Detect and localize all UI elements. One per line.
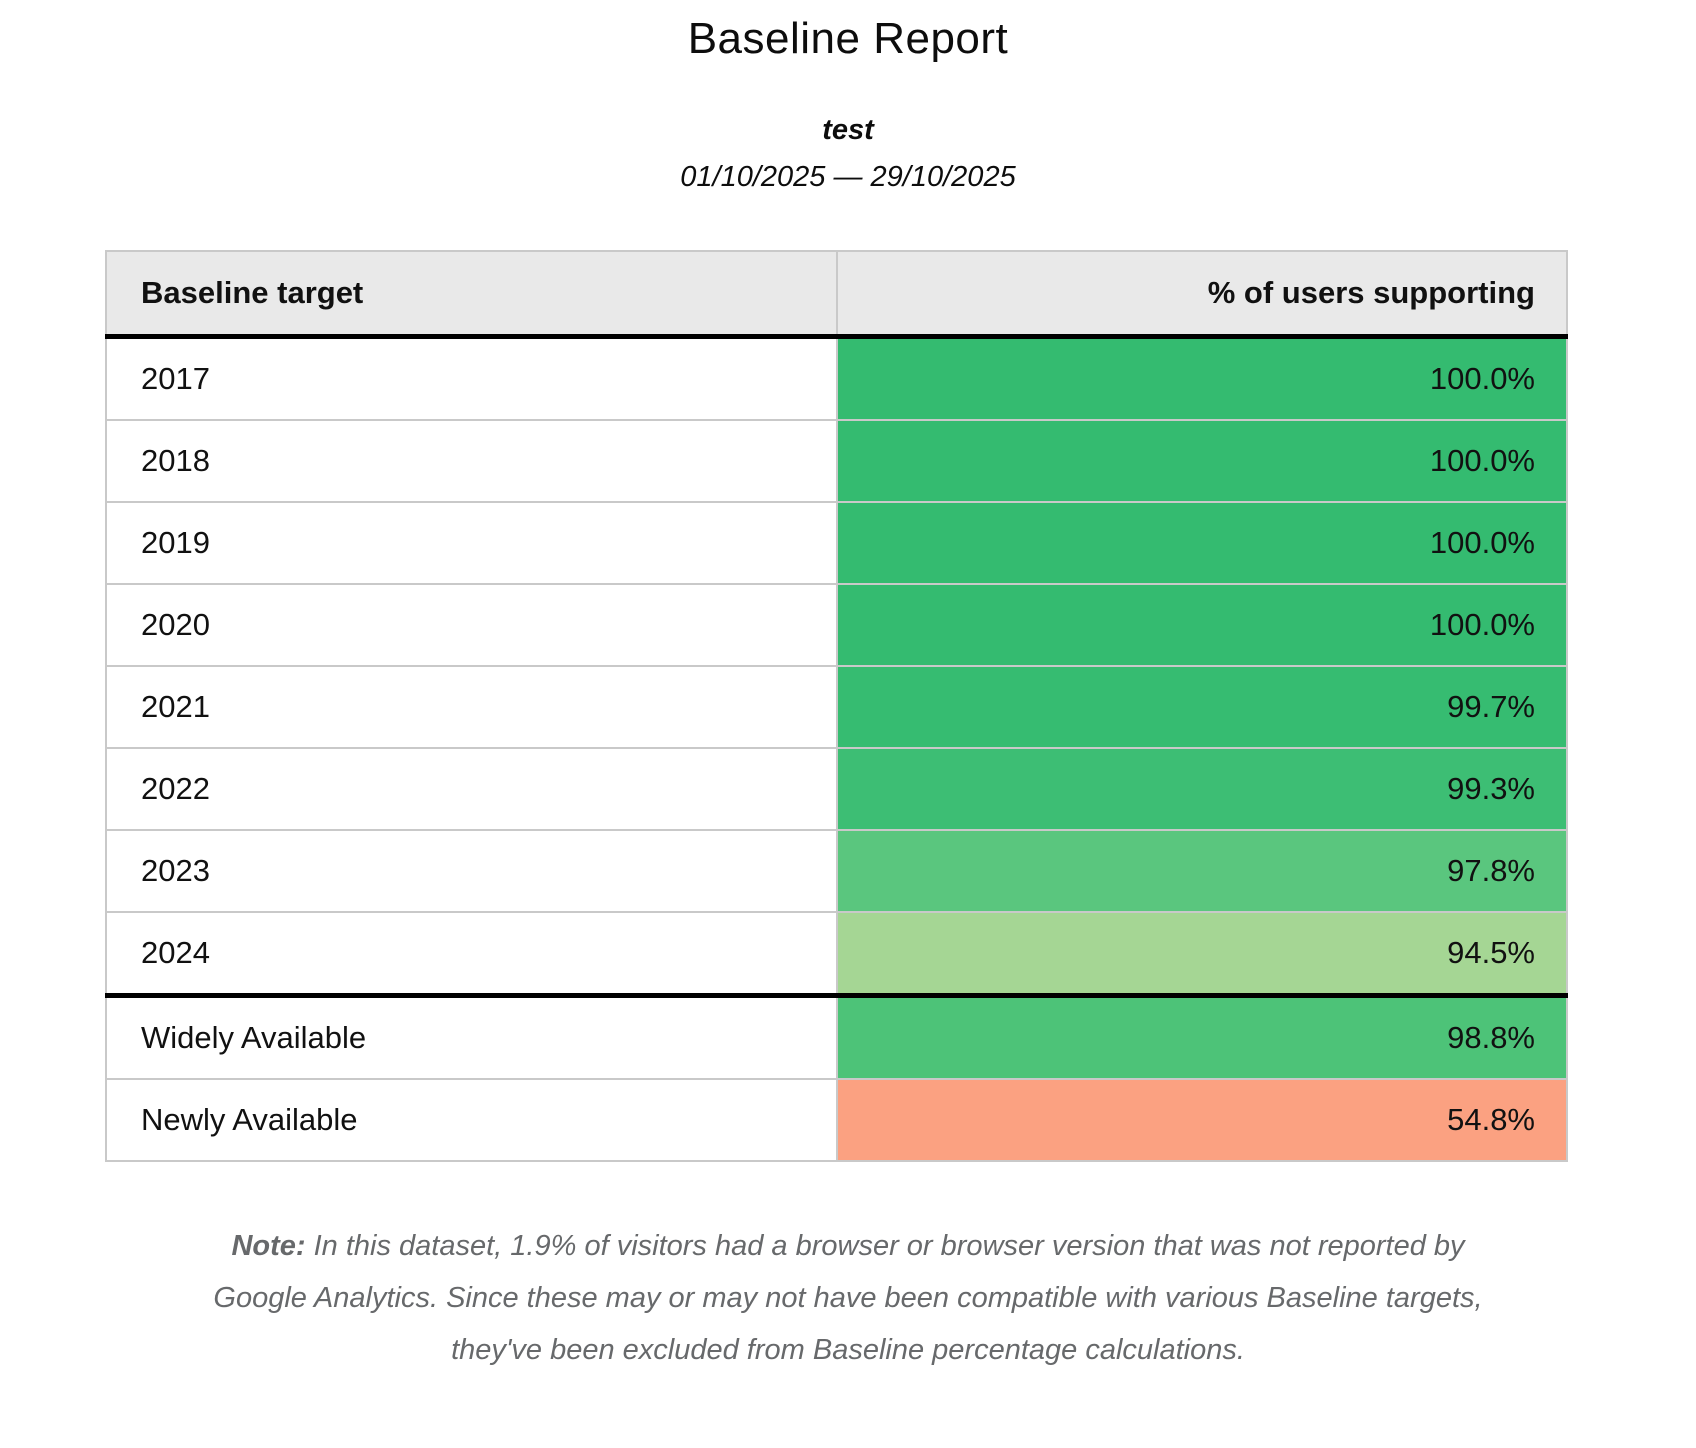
column-header-percent-supporting: % of users supporting <box>835 250 1568 339</box>
baseline-table: Baseline target % of users supporting 20… <box>105 250 1568 1162</box>
baseline-target-cell: 2017 <box>105 335 838 421</box>
percent-supporting-cell: 99.3% <box>835 747 1568 831</box>
note-label: Note: <box>231 1230 306 1262</box>
note-text: In this dataset, 1.9% of visitors had a … <box>213 1230 1483 1366</box>
baseline-target-cell: 2024 <box>105 911 838 997</box>
table-row: 2021 99.7% <box>105 665 1568 749</box>
table-row: Widely Available 98.8% <box>105 993 1568 1080</box>
column-header-baseline-target: Baseline target <box>105 250 838 339</box>
table-row: 2024 94.5% <box>105 911 1568 997</box>
baseline-target-cell: 2018 <box>105 419 838 503</box>
percent-supporting-cell: 100.0% <box>835 335 1568 421</box>
baseline-target-cell: 2019 <box>105 501 838 585</box>
baseline-target-cell: 2020 <box>105 583 838 667</box>
percent-supporting-cell: 97.8% <box>835 829 1568 913</box>
table-body: 2017 100.0% 2018 100.0% 2019 100.0% 2020… <box>105 335 1568 1162</box>
table-row: 2023 97.8% <box>105 829 1568 913</box>
baseline-target-cell: Widely Available <box>105 993 838 1080</box>
table-row: 2017 100.0% <box>105 335 1568 421</box>
baseline-target-cell: 2023 <box>105 829 838 913</box>
baseline-target-cell: Newly Available <box>105 1078 838 1162</box>
percent-supporting-cell: 98.8% <box>835 993 1568 1080</box>
report-date-range: 01/10/2025 — 29/10/2025 <box>680 161 1016 193</box>
table-header: Baseline target % of users supporting <box>105 250 1568 339</box>
percent-supporting-cell: 100.0% <box>835 419 1568 503</box>
percent-supporting-cell: 100.0% <box>835 583 1568 667</box>
table-header-row: Baseline target % of users supporting <box>105 250 1568 339</box>
baseline-target-cell: 2021 <box>105 665 838 749</box>
table-row: 2020 100.0% <box>105 583 1568 667</box>
table-row: 2019 100.0% <box>105 501 1568 585</box>
percent-supporting-cell: 99.7% <box>835 665 1568 749</box>
percent-supporting-cell: 100.0% <box>835 501 1568 585</box>
report-title: Baseline Report <box>687 14 1009 63</box>
report-subtitle: test <box>822 114 874 146</box>
percent-supporting-cell: 94.5% <box>835 911 1568 997</box>
table-row: 2018 100.0% <box>105 419 1568 503</box>
report-note: Note: In this dataset, 1.9% of visitors … <box>208 1220 1488 1376</box>
percent-supporting-cell: 54.8% <box>835 1078 1568 1162</box>
table-row: Newly Available 54.8% <box>105 1078 1568 1162</box>
baseline-target-cell: 2022 <box>105 747 838 831</box>
table-row: 2022 99.3% <box>105 747 1568 831</box>
